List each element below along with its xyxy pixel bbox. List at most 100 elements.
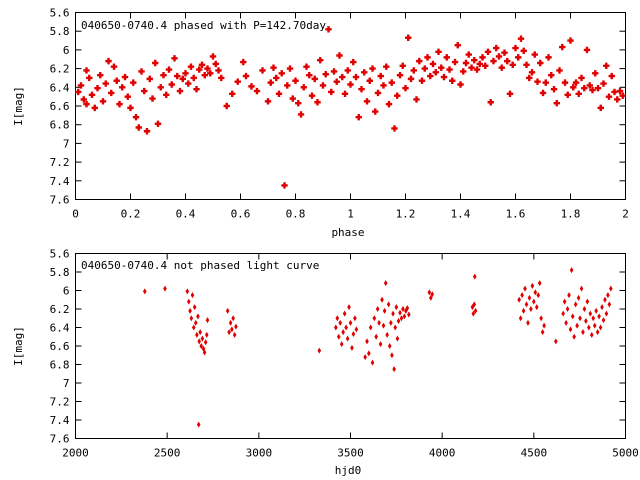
phased-x-tick-label: 0 [72, 208, 79, 221]
phased-data-point [561, 79, 569, 86]
phased-data-point [292, 77, 299, 84]
phased-data-point [201, 71, 208, 79]
light-curve-data-point [370, 359, 375, 366]
phased-data-point [374, 89, 382, 97]
light-curve-data-point [200, 335, 205, 342]
phased-data-point [149, 95, 156, 102]
phased-data-point [545, 54, 552, 61]
phased-data-point [462, 59, 470, 67]
phased-data-point [479, 54, 486, 61]
phased-data-point [575, 90, 582, 98]
light-curve-data-point [399, 315, 404, 322]
phased-data-point [435, 48, 442, 55]
phased-data-point [583, 46, 591, 54]
phased-data-point [542, 79, 549, 86]
phased-data-point [531, 51, 538, 58]
phased-data-point [449, 77, 456, 84]
light-curve-data-point [368, 324, 373, 331]
light-curve-data-point [350, 344, 354, 351]
phased-data-point [564, 91, 571, 98]
phased-y-tick-label: 7.4 [50, 175, 70, 188]
phased-data-point [594, 85, 602, 92]
phased-data-point [339, 73, 346, 81]
light-curve-data-point [336, 333, 341, 340]
phased-data-point [405, 34, 412, 41]
phased-data-point [446, 66, 453, 73]
phased-data-point [146, 75, 153, 83]
phased-data-point [160, 71, 167, 79]
light-curve-data-point [592, 322, 597, 329]
light-curve-data-point [565, 306, 570, 312]
light-curve-data-point [195, 331, 199, 338]
phased-data-point [157, 84, 164, 91]
phased-data-point [493, 44, 500, 52]
phased-data-point [350, 58, 357, 66]
phased-x-tick-label: 0.2 [121, 208, 141, 221]
phased-data-point [273, 74, 280, 82]
phased-data-point [515, 54, 522, 61]
phased-data-point [278, 70, 285, 77]
phased-data-point [605, 93, 613, 100]
light-curve-data-point [342, 310, 347, 317]
light-curve-data-point [191, 324, 196, 331]
light-curve-data-point [591, 315, 596, 322]
phased-data-point [504, 57, 511, 65]
phased-data-point [88, 91, 96, 98]
light-curve-data-point [530, 282, 535, 289]
phased-x-tick-label: 1.6 [506, 208, 526, 221]
light-curve-data-point [230, 326, 234, 333]
light-curve-data-point [334, 324, 338, 331]
phased-data-point [163, 91, 170, 98]
light-curve-data-point [554, 338, 558, 345]
light-curve-y-tick-label: 6.8 [50, 359, 70, 372]
light-curve-y-tick-label: 6.4 [50, 322, 70, 335]
light-curve-data-point [539, 315, 543, 322]
phased-data-point [218, 74, 225, 82]
light-curve-data-point [227, 329, 231, 336]
phased-data-point [130, 79, 137, 86]
phased-data-point [108, 89, 115, 97]
phased-data-point [490, 57, 497, 65]
light-curve-data-point [188, 307, 192, 314]
light-curve-data-point [390, 352, 394, 359]
phased-data-point [484, 48, 492, 55]
light-curve-y-tick-label: 5.8 [50, 266, 70, 279]
phased-data-point [570, 84, 577, 91]
light-curve-plot-panel: 040650-0740.4 not phased light curve hjd… [12, 248, 639, 478]
phased-data-point [517, 35, 525, 42]
light-curve-x-tick-label: 2500 [154, 447, 181, 460]
phased-data-point [124, 93, 131, 100]
light-curve-data-point [604, 310, 609, 317]
light-curve-data-point [196, 421, 201, 428]
phased-data-point [336, 52, 343, 59]
phased-data-point [388, 79, 395, 86]
phased-data-point [344, 67, 351, 74]
phased-data-point [196, 66, 203, 73]
light-curve-y-tick-label: 6.2 [50, 303, 70, 316]
light-curve-data-point [351, 330, 356, 337]
phased-data-point [495, 53, 503, 60]
phased-data-point [537, 59, 544, 67]
phased-data-point [105, 57, 112, 65]
phased-data-point [427, 72, 434, 80]
light-curve-data-point [526, 319, 530, 326]
light-curve-data-point [317, 347, 322, 354]
phased-data-point [361, 69, 368, 76]
light-curve-data-point [339, 341, 344, 348]
light-curve-data-point [527, 294, 532, 301]
phased-y-tick-label: 5.6 [50, 7, 70, 20]
phased-data-point [322, 71, 329, 78]
light-curve-data-point [471, 310, 476, 317]
phased-data-point [182, 70, 189, 77]
phased-y-tick-label: 6.6 [50, 100, 70, 113]
phased-y-tick-label: 6 [63, 44, 70, 57]
light-curve-data-point [344, 324, 348, 331]
light-curve-data-point [377, 319, 381, 326]
phased-y-tick-label: 7 [63, 137, 70, 150]
phased-data-point [300, 84, 307, 91]
phased-data-point [127, 104, 134, 112]
phased-data-point [198, 61, 206, 69]
phased-data-point [567, 37, 574, 44]
phased-data-point [369, 65, 376, 72]
light-curve-x-tick-label: 4000 [429, 447, 456, 460]
